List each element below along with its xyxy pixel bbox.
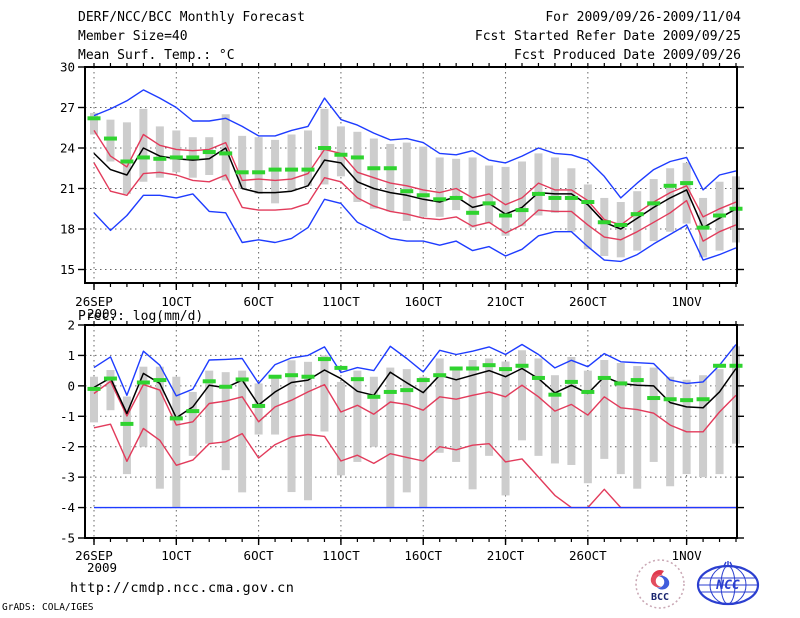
svg-text:2: 2 [67, 318, 75, 333]
svg-text:-2: -2 [60, 439, 75, 454]
svg-text:0: 0 [67, 378, 75, 393]
svg-text:11OCT: 11OCT [322, 548, 360, 563]
series-ensemble-min [93, 193, 737, 263]
svg-text:16OCT: 16OCT [404, 294, 442, 309]
series-ensemble-mean [93, 147, 737, 230]
observation-dashes [87, 116, 743, 230]
svg-text:26OCT: 26OCT [569, 294, 607, 309]
series-upper-red [93, 130, 737, 226]
svg-text:-1: -1 [60, 409, 75, 424]
svg-text:30: 30 [60, 60, 75, 75]
grads-credit-text: GrADS: COLA/IGES [2, 602, 94, 613]
source-url-text: http://cmdp.ncc.cma.gov.cn [70, 580, 295, 596]
svg-text:1OCT: 1OCT [161, 294, 192, 309]
svg-text:1NOV: 1NOV [672, 294, 703, 309]
member-size-text: Member Size=40 [78, 29, 188, 44]
refer-date-text: Fcst Started Refer Date 2009/09/25 [474, 29, 741, 44]
svg-text:1NOV: 1NOV [672, 548, 703, 563]
member-spread-bars [90, 346, 740, 507]
svg-text:15: 15 [60, 262, 75, 277]
precip-section-label: Prec.: log(mm/d) [78, 309, 204, 324]
svg-text:18: 18 [60, 222, 75, 237]
forecast-range-text: For 2009/09/26-2009/11/04 [545, 10, 741, 25]
produced-date-text: Fcst Produced Date 2009/09/26 [514, 48, 741, 63]
svg-text:21OCT: 21OCT [487, 548, 525, 563]
svg-text:1: 1 [67, 348, 75, 363]
member-spread-bars [90, 108, 740, 258]
series-upper-red [93, 380, 737, 433]
bcc-logo-label: BCC [651, 592, 669, 603]
series-ensemble-mean [93, 367, 737, 419]
svg-text:26OCT: 26OCT [569, 548, 607, 563]
footer-logos: BCC NCC [634, 558, 762, 610]
series-ensemble-max [93, 343, 737, 397]
ncc-logo-label: NCC [715, 578, 740, 593]
svg-text:-4: -4 [60, 500, 75, 515]
temp-section-label: Mean Surf. Temp.: °C [78, 48, 235, 63]
svg-text:2009: 2009 [87, 560, 117, 575]
series-lower-red [93, 162, 737, 242]
observation-dashes [87, 357, 743, 426]
svg-text:16OCT: 16OCT [404, 548, 442, 563]
svg-text:26SEP: 26SEP [75, 548, 113, 563]
svg-text:-3: -3 [60, 470, 75, 485]
svg-text:27: 27 [60, 100, 75, 115]
svg-text:6OCT: 6OCT [244, 294, 275, 309]
ncc-logo: NCC [696, 561, 760, 606]
svg-text:26SEP: 26SEP [75, 294, 113, 309]
title-text: DERF/NCC/BCC Monthly Forecast [78, 10, 305, 25]
bcc-logo: BCC [635, 559, 685, 609]
svg-text:21: 21 [60, 181, 75, 196]
svg-text:6OCT: 6OCT [244, 548, 275, 563]
svg-text:2009: 2009 [87, 306, 117, 321]
svg-text:21OCT: 21OCT [487, 294, 525, 309]
svg-text:-5: -5 [60, 531, 75, 546]
svg-text:24: 24 [60, 141, 75, 156]
series-ensemble-max [93, 89, 737, 199]
svg-text:11OCT: 11OCT [322, 294, 360, 309]
svg-text:1OCT: 1OCT [161, 548, 192, 563]
